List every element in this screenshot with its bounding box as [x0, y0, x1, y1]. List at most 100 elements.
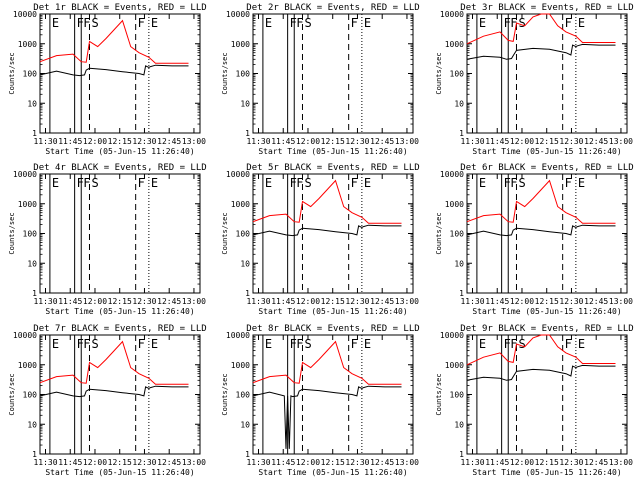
y-tick-label: 10000 [13, 331, 37, 340]
panel-det-3: Det 3r BLACK = Events, RED = LLD 1 10 100 10… [435, 3, 634, 156]
y-tick-label: 1000 [445, 40, 464, 49]
series-events-line [252, 385, 402, 449]
x-tick-label: 12:15 [535, 137, 559, 146]
chart-title: Det 3r BLACK = Events, RED = LLD [460, 3, 633, 13]
x-tick-label: 12:15 [321, 297, 345, 306]
event-marker-label: E [52, 337, 59, 351]
chart-title: Det 7r BLACK = Events, RED = LLD [33, 324, 206, 334]
event-marker-label: S [518, 16, 525, 30]
event-marker-label: F [296, 16, 303, 30]
x-axis-label: Start Time (05-Jun-15 11:26:40) [472, 468, 621, 477]
x-tick-label: 11:45 [271, 297, 295, 306]
y-tick-label: 100 [450, 70, 465, 79]
series-events-line [466, 364, 616, 381]
y-tick-label: 100 [23, 230, 38, 239]
x-tick-label: 11:30 [246, 458, 270, 467]
event-marker-label: F [351, 337, 358, 351]
x-tick-label: 12:15 [108, 297, 132, 306]
x-tick-label: 13:00 [395, 297, 419, 306]
event-marker-label: F [565, 16, 572, 30]
x-tick-label: 12:30 [132, 137, 156, 146]
event-marker-label: E [265, 16, 272, 30]
series-events-line [252, 224, 402, 237]
event-marker-label: F [565, 176, 572, 190]
panel-det-8: Det 8r BLACK = Events, RED = LLD 1 10 100 10… [221, 324, 420, 477]
event-marker-label: F [351, 176, 358, 190]
event-marker-label: E [52, 16, 59, 30]
x-tick-label: 12:30 [345, 458, 369, 467]
x-tick-label: 13:00 [182, 297, 206, 306]
event-marker-label: F [510, 16, 517, 30]
chart-title: Det 4r BLACK = Events, RED = LLD [33, 163, 206, 173]
x-tick-label: 12:45 [584, 137, 608, 146]
y-tick-label: 1 [245, 289, 250, 298]
event-marker-label: F [83, 16, 90, 30]
y-tick-label: 1 [32, 450, 37, 459]
y-tick-label: 1000 [18, 361, 37, 370]
y-tick-label: 10000 [13, 170, 37, 179]
event-marker-label: F [138, 176, 145, 190]
x-tick-label: 12:45 [370, 137, 394, 146]
event-marker-label: F [510, 337, 517, 351]
x-axis-label: Start Time (05-Jun-15 11:26:40) [472, 147, 621, 156]
panel-det-4: Det 4r BLACK = Events, RED = LLD 1 10 100 10… [8, 163, 207, 316]
x-tick-label: 12:30 [559, 137, 583, 146]
event-marker-label: F [138, 337, 145, 351]
event-marker-label: S [91, 337, 98, 351]
x-tick-label: 11:30 [460, 137, 484, 146]
y-axis-label: Counts/sec [8, 52, 16, 94]
event-marker-label: S [91, 176, 98, 190]
x-tick-label: 11:30 [246, 297, 270, 306]
x-tick-label: 11:45 [485, 297, 509, 306]
series-lld-line [466, 179, 616, 224]
x-tick-label: 12:15 [108, 458, 132, 467]
y-axis-label: Counts/sec [8, 212, 16, 254]
event-marker-label: E [578, 176, 585, 190]
x-tick-label: 12:45 [370, 458, 394, 467]
x-tick-label: 12:15 [321, 458, 345, 467]
event-marker-label: E [151, 176, 158, 190]
x-tick-label: 12:45 [584, 297, 608, 306]
x-tick-label: 11:45 [271, 137, 295, 146]
y-tick-label: 10 [454, 259, 464, 268]
x-axis-label: Start Time (05-Jun-15 11:26:40) [472, 307, 621, 316]
y-tick-label: 10000 [226, 331, 250, 340]
x-tick-label: 11:45 [485, 458, 509, 467]
x-tick-label: 11:30 [33, 137, 57, 146]
x-axis-label: Start Time (05-Jun-15 11:26:40) [45, 147, 194, 156]
event-marker-label: F [565, 337, 572, 351]
y-tick-label: 1 [459, 450, 464, 459]
x-tick-label: 12:00 [296, 458, 320, 467]
y-tick-label: 10 [240, 99, 250, 108]
plot-frame [252, 13, 414, 134]
y-tick-label: 10 [27, 420, 37, 429]
y-tick-label: 1000 [231, 361, 250, 370]
event-marker-label: E [364, 337, 371, 351]
y-tick-label: 10000 [13, 10, 37, 19]
event-marker-label: F [290, 176, 297, 190]
y-tick-label: 1 [32, 289, 37, 298]
series-events-line [39, 64, 189, 77]
event-marker-label: F [77, 176, 84, 190]
event-marker-label: F [138, 16, 145, 30]
event-marker-label: E [479, 176, 486, 190]
event-marker-label: S [304, 16, 311, 30]
x-tick-label: 13:00 [609, 297, 633, 306]
x-tick-label: 11:30 [460, 297, 484, 306]
chart-title: Det 8r BLACK = Events, RED = LLD [246, 324, 419, 334]
event-marker-label: F [296, 337, 303, 351]
y-tick-label: 1 [245, 129, 250, 138]
y-axis-label: Counts/sec [221, 52, 229, 94]
chart-title: Det 2r BLACK = Events, RED = LLD [246, 3, 419, 13]
x-tick-label: 13:00 [182, 458, 206, 467]
y-tick-label: 1 [245, 450, 250, 459]
y-axis-label: Counts/sec [221, 212, 229, 254]
y-tick-label: 10000 [440, 331, 464, 340]
x-tick-label: 12:00 [510, 137, 534, 146]
panel-det-2: Det 2r BLACK = Events, RED = LLD 1 10 100 10… [221, 3, 420, 156]
y-tick-label: 100 [23, 70, 38, 79]
y-tick-label: 10 [240, 259, 250, 268]
event-marker-label: F [296, 176, 303, 190]
event-marker-label: E [479, 337, 486, 351]
plot-frame [466, 173, 628, 294]
